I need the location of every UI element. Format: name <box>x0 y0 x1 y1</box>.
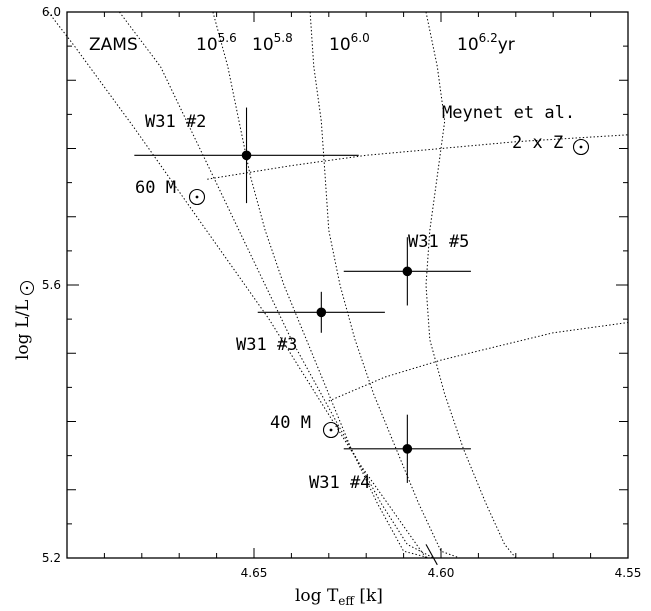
isochrones <box>47 11 517 566</box>
data-points <box>134 107 471 483</box>
y-axis-title: log L/L <box>13 281 34 360</box>
x-axis-title: log Teff [k] <box>295 586 383 608</box>
y-tick-label: 5.6 <box>42 278 61 292</box>
sun-symbol-meynet <box>572 138 590 156</box>
mass-track-line <box>328 322 629 402</box>
sun-symbol-60 <box>188 188 206 206</box>
y-tick-label: 6.0 <box>42 5 61 19</box>
data-point <box>241 150 252 161</box>
isochrone-label-6-0: 106.0 <box>329 31 370 55</box>
data-point <box>402 266 413 277</box>
zams-label: ZAMS <box>89 35 138 55</box>
sun-symbol-y-axis <box>20 281 34 295</box>
star-label-w31-4: W31 #4 <box>309 473 370 493</box>
meynet-label-line2: 2 x Z <box>512 133 563 153</box>
sun-symbol-40 <box>322 421 340 439</box>
mass-track-line <box>207 134 629 180</box>
data-point <box>316 307 327 318</box>
meynet-label-line1: Meynet et al. <box>442 103 575 123</box>
data-point <box>402 444 413 454</box>
star-label-w31-3: W31 #3 <box>236 335 297 355</box>
star-label-w31-5: W31 #5 <box>408 232 469 252</box>
isochrone-line <box>119 11 434 559</box>
mass-label-60: 60 M <box>135 178 176 198</box>
y-tick-label: 5.2 <box>42 551 61 565</box>
isochrone-label-5-8: 105.8 <box>252 31 293 55</box>
x-tick-label: 4.60 <box>428 566 455 580</box>
isochrone-end-segment <box>425 544 438 566</box>
mass-label-40: 40 M <box>270 413 311 433</box>
isochrone-line <box>425 11 517 559</box>
x-tick-label: 4.65 <box>241 566 268 580</box>
evolution-tracks <box>207 134 629 402</box>
svg-text:log L/L: log L/L <box>13 300 33 360</box>
frame-ticks <box>66 11 629 559</box>
x-tick-label: 4.55 <box>615 566 642 580</box>
tick-labels: 4.65 4.60 4.55 5.2 5.6 6.0 <box>42 5 641 580</box>
isochrone-label-6-2: 106.2yr <box>457 31 515 55</box>
isochrone-label-5-6: 105.6 <box>196 31 237 55</box>
star-label-w31-2: W31 #2 <box>145 112 206 132</box>
